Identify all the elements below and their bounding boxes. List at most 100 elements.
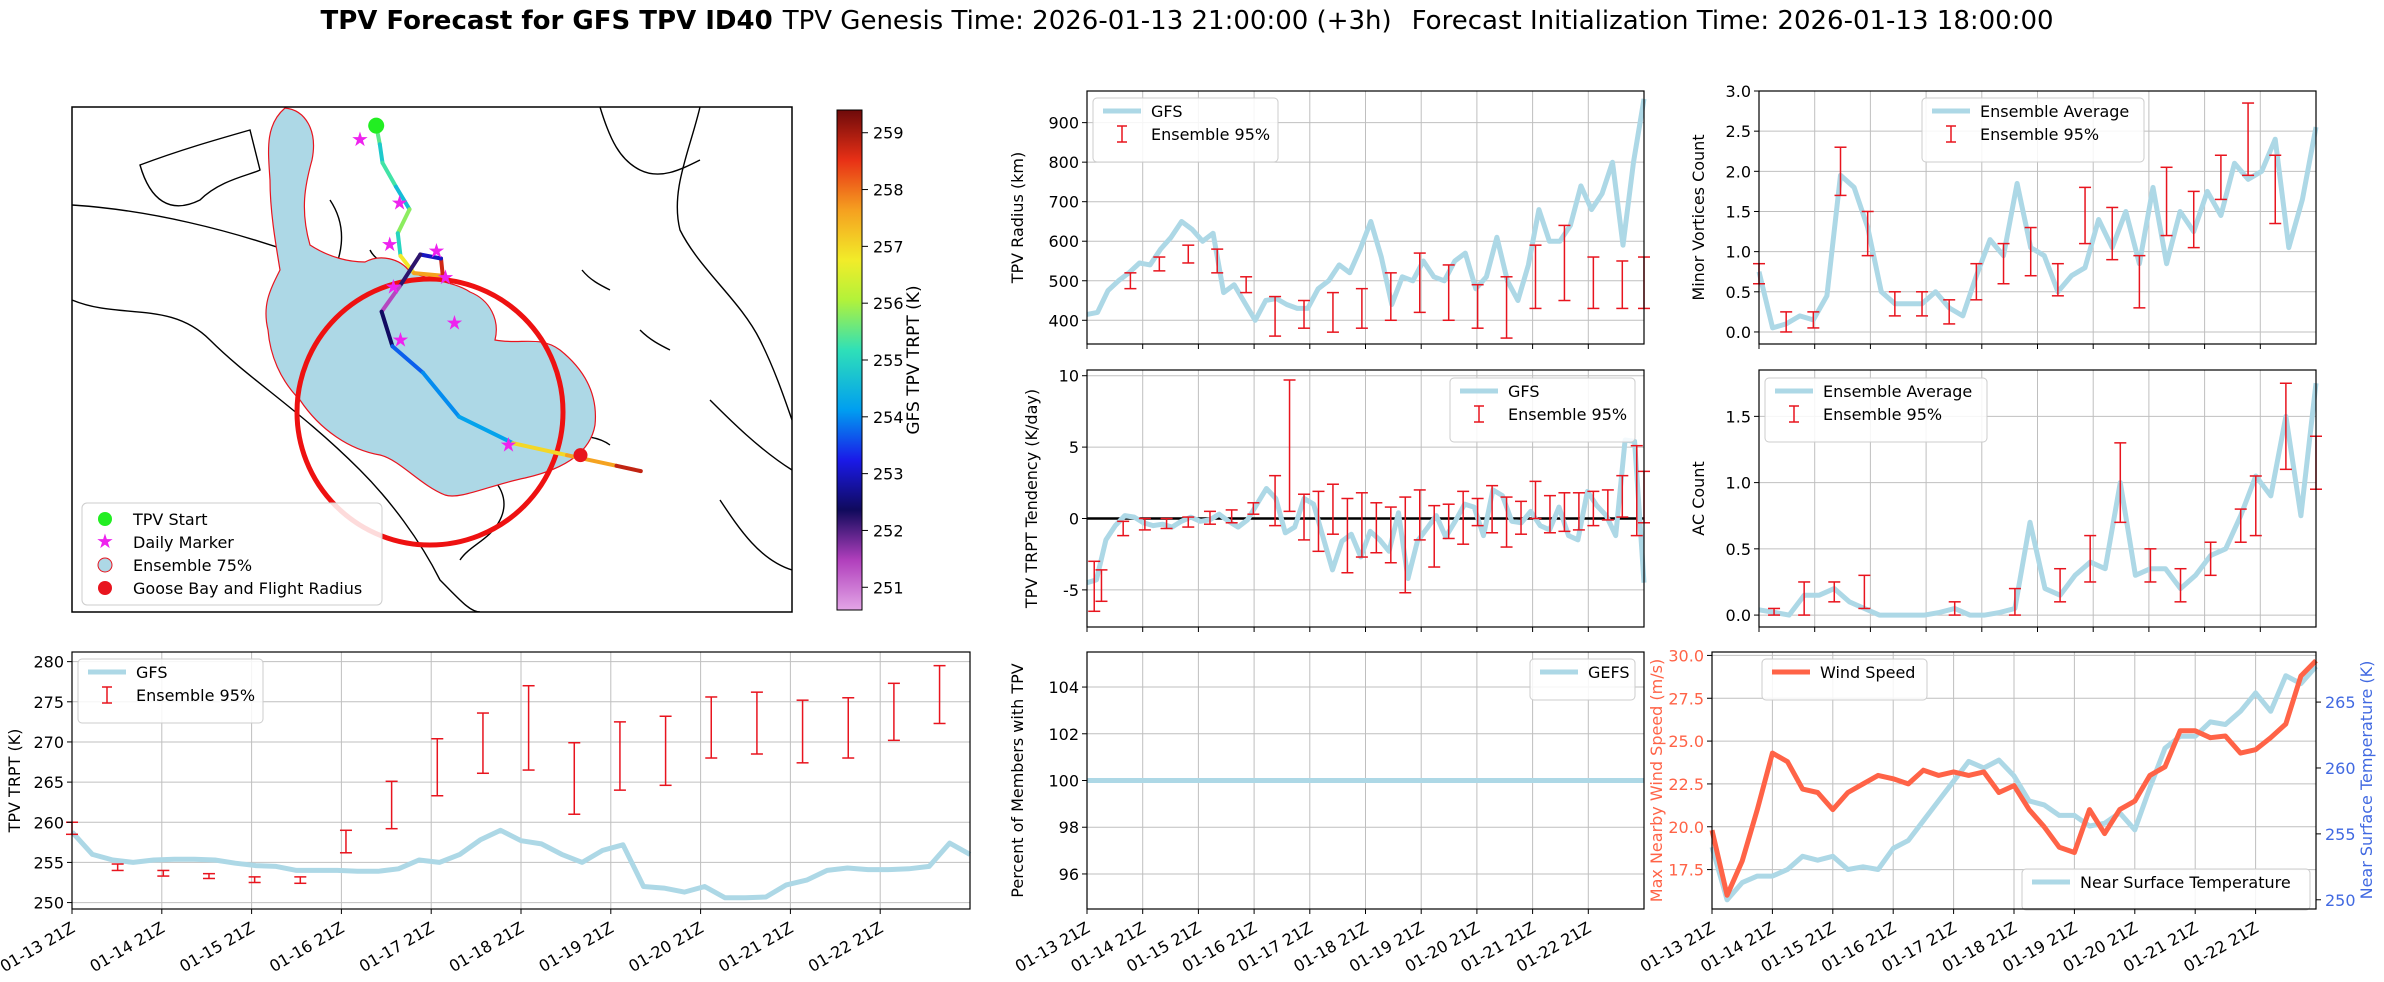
flight-radius-circle [294,276,566,548]
legend-goose-bay-label: Goose Bay and Flight Radius [133,579,362,598]
genesis-time: TPV Genesis Time: 2026-01-13 21:00:00 (+… [782,6,1392,36]
ensemble-75-area [265,107,597,497]
wind-ytick-label-5: 30.0 [1668,646,1704,665]
colorbar-label: GFS TPV TRPT (K) [904,285,924,434]
minor-ylabel: Minor Vortices Count [1689,134,1708,300]
daily-marker-5: ★ [384,274,402,298]
wind-legend-label-0: Wind Speed [1820,663,1915,682]
trpt-xtick-label-2: 01-15 21Z [176,918,257,976]
wind-ytick-label-2: 22.5 [1668,775,1704,794]
map-contents: ★★★ ★★★★★★ [72,107,792,612]
track-segment-14 [421,370,461,419]
trpt-xtick-label-6: 01-19 21Z [536,918,617,976]
trpt-ylabel: TPV TRPT (K) [5,729,24,834]
colorbar: 251 252 253 254 255 256 257 258 259 GFS TPV TRPT… [836,109,924,611]
daily-marker-4: ★ [437,265,455,289]
panel-trpt: GFS Ensemble 95% 250 255 260 265 270 275 280 01-1… [0,651,972,976]
radius-ytick-label-0: 400 [1048,311,1079,330]
temp-legend-label-0: Near Surface Temperature [2080,873,2291,892]
trpt-xtick-label-3: 01-16 21Z [266,918,347,976]
track-segment-13 [390,344,425,375]
wind-legend: Wind Speed [1761,658,1928,701]
minor-legend-label-1: Ensemble 95% [1980,125,2099,144]
legend-goose-bay-icon [98,581,112,595]
map-panel: ★★★ ★★★★★★ TPV Start ★ Daily Marker Ensem… [71,106,793,613]
minor-ytick-label-3: 1.5 [1726,202,1751,221]
panel-ac: Ensemble Average Ensemble 95% 0.0 0.5 1.0 1.5… [1689,369,2322,632]
radius-legend-box [1092,97,1279,163]
minor-ytick-label-0: 0.0 [1726,323,1751,342]
colorbar-tick-label-0: 251 [873,578,904,597]
wind-ytick-label-4: 27.5 [1668,689,1704,708]
trpt-xtick-label-4: 01-17 21Z [356,918,437,976]
minor-legend: Ensemble Average Ensemble 95% [1921,97,2145,163]
temp-ytick-label-2: 260 [2325,759,2356,778]
coast-islands [581,269,671,351]
ac-ytick-label-2: 1.0 [1726,474,1751,493]
trpt-ytick-label-6: 280 [33,653,64,672]
percent-ytick-label-1: 98 [1059,818,1079,837]
goose-bay-marker [573,448,588,463]
ac-errorbars [1768,382,2322,616]
trpt-ytick-label-0: 250 [33,894,64,913]
trpt-xtick-label-8: 01-21 21Z [715,918,796,976]
minor-legend-label-0: Ensemble Average [1980,102,2129,121]
map-legend-box [81,502,383,606]
radius-legend-label-1: Ensemble 95% [1151,125,1270,144]
tendency-legend: GFS Ensemble 95% [1449,377,1636,443]
ac-ytick-label-3: 1.5 [1726,407,1751,426]
percent-ytick-label-3: 102 [1048,725,1079,744]
tendency-ytick-label-0: -5 [1063,581,1079,600]
tendency-gfs-line [1086,437,1647,586]
panel-tendency: GFS Ensemble 95% -5 0 5 10 TPV TRPT Tendency (… [1022,367,1650,632]
track-segment-10 [397,252,423,289]
legend-daily-marker-label: Daily Marker [133,533,234,552]
track-segment-18 [614,463,643,474]
colorbar-ticks: 251 252 253 254 255 256 257 258 259 [862,124,904,597]
coast-island-north [139,129,261,207]
trpt-ytick-label-2: 260 [33,813,64,832]
temp-legend-box [2021,868,2311,911]
radius-ytick-label-4: 800 [1048,153,1079,172]
ac-legend-box [1764,377,1988,443]
tendency-ytick-label-2: 5 [1069,438,1079,457]
track-segment-1 [377,142,385,165]
wind-ytick-label-1: 20.0 [1668,818,1704,837]
ac-legend-label-0: Ensemble Average [1823,382,1972,401]
track-segment-8 [439,256,445,278]
minor-ytick-label-6: 3.0 [1726,82,1751,101]
daily-marker-2: ★ [381,232,399,256]
map-frame [71,106,793,613]
daily-marker-0: ★ [351,127,369,151]
map-legend: TPV Start ★ Daily Marker Ensemble 75% Go… [81,502,383,606]
track-segment-9 [418,252,443,261]
radius-ytick-label-5: 900 [1048,114,1079,133]
trpt-ytick-label-1: 255 [33,853,64,872]
coast-greenland-north [599,107,701,175]
coast-europe-south [709,399,792,571]
legend-tpv-start-icon [98,512,112,526]
trpt-errorbars [66,664,946,885]
legend-ensemble-75-label: Ensemble 75% [133,556,252,575]
plot-panels: GFS Ensemble 95% 400 500 600 700 800 900 TPV Rad… [0,82,2376,976]
track-segment-5 [395,231,403,258]
ac-ytick-label-0: 0.0 [1726,606,1751,625]
temp-line [1709,664,2318,903]
percent-ytick-label-4: 104 [1048,678,1079,697]
track-segment-7 [412,271,445,278]
trpt-ytick-label-5: 275 [33,693,64,712]
trpt-xtick-label-9: 01-22 21Z [805,918,886,976]
track-segment-3 [394,184,412,212]
trpt-xtick-label-7: 01-20 21Z [625,918,706,976]
track-segment-15 [457,414,515,446]
ac-avg-line [1758,382,2319,618]
radius-legend: GFS Ensemble 95% [1092,97,1279,163]
ac-legend: Ensemble Average Ensemble 95% [1764,377,1988,443]
minor-legend-box [1921,97,2145,163]
legend-tpv-start-label: TPV Start [132,510,208,529]
percent-ytick-label-0: 96 [1059,865,1079,884]
minor-ytick-label-5: 2.5 [1726,122,1751,141]
ac-ylabel: AC Count [1689,461,1708,535]
radius-errorbars [1124,224,1650,339]
track-segment-16 [511,441,569,458]
